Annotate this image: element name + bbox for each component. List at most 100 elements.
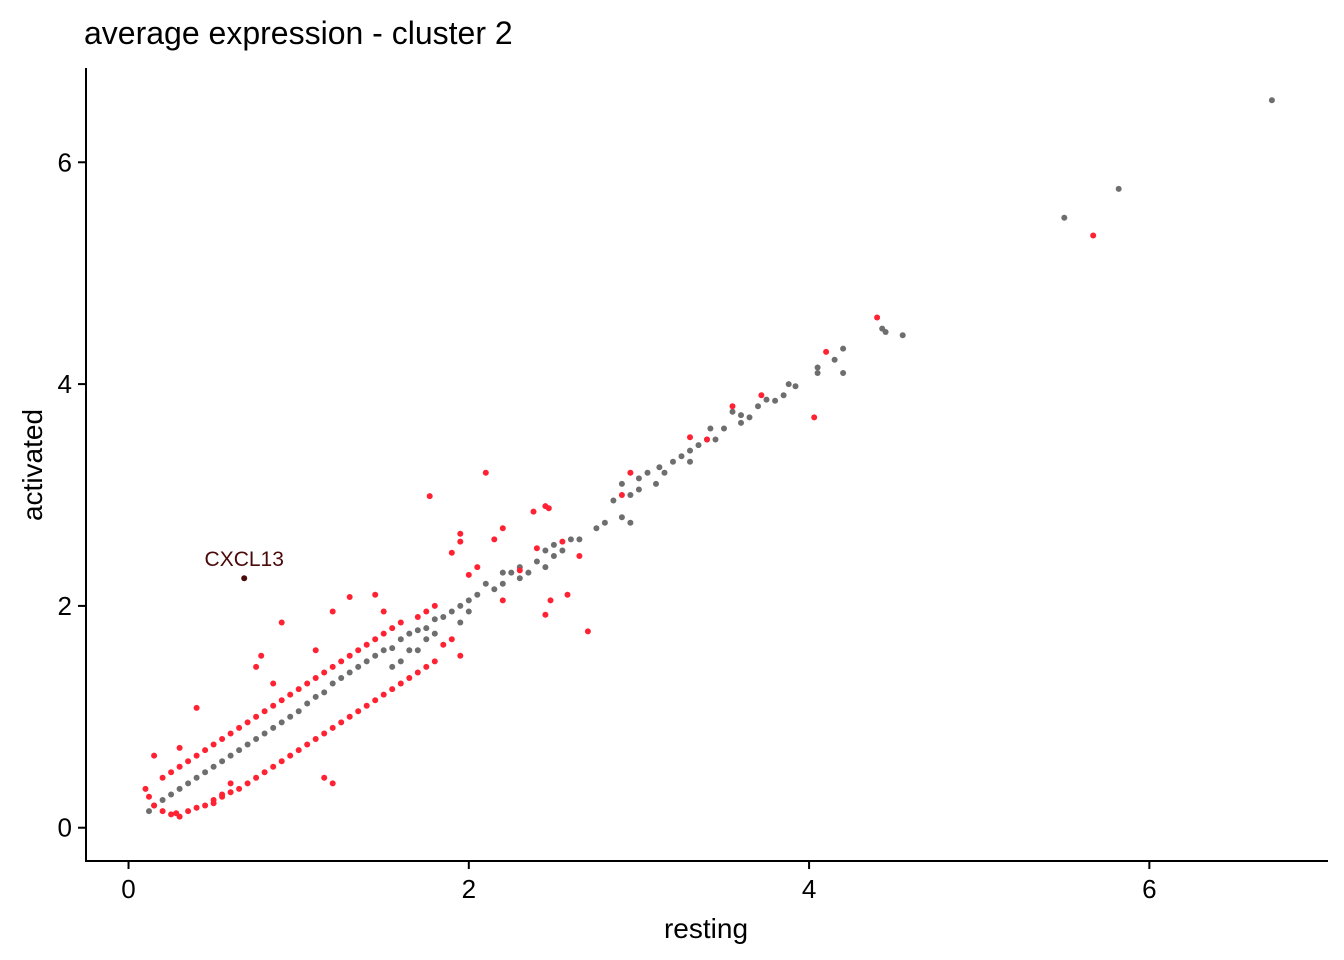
data-point [244,741,251,748]
data-point [338,719,345,726]
data-point [346,713,353,720]
data-point [564,591,571,598]
data-point [653,480,659,487]
data-point [491,586,498,593]
data-point [499,525,506,532]
data-point [406,630,413,637]
data-point [448,608,455,615]
data-point [508,569,515,576]
data-point [312,693,319,700]
data-point [210,797,217,803]
data-point [687,447,693,454]
data-point [210,741,217,748]
data-point [227,752,234,759]
data-point [814,364,821,371]
data-point [576,553,583,559]
data-point [202,769,209,776]
x-axis-ticks: 0 2 4 6 [121,861,1157,904]
data-point [530,508,537,515]
data-point [295,747,302,754]
data-point [397,636,404,643]
data-point [295,708,302,715]
point-label: CXCL13 [205,548,284,571]
data-point [380,647,387,654]
series-highlight [241,575,248,582]
data-point [241,575,248,582]
data-point [380,630,387,637]
x-tick-label: 6 [1142,874,1156,904]
data-point [278,719,285,726]
data-point [533,545,540,552]
series-red [142,232,1097,820]
data-point [346,669,353,676]
data-point [840,370,847,376]
data-point [448,549,455,556]
data-point [151,752,158,759]
x-tick-label: 0 [121,874,135,904]
data-point [380,691,387,698]
data-point [193,804,200,811]
data-point [227,780,234,787]
data-point [193,704,200,711]
data-point [168,769,175,776]
data-point [321,774,328,781]
data-point [780,392,787,399]
data-point [618,492,625,498]
data-point [423,636,430,643]
data-point [159,808,166,815]
data-point [244,780,251,787]
data-point [142,785,149,792]
data-point [363,641,370,648]
y-tick-label: 4 [58,369,72,399]
y-tick-label: 2 [58,591,72,621]
data-point [176,763,183,770]
data-point [627,519,634,526]
data-point [278,697,285,704]
data-point [814,370,821,376]
data-point [389,625,396,632]
data-point [329,680,336,687]
data-point [414,627,421,634]
data-point [516,575,523,582]
data-point [414,669,421,676]
data-point [312,647,319,654]
data-point [874,314,881,321]
data-point [763,396,770,403]
data-point [423,608,430,615]
data-point [321,730,328,737]
data-point [687,434,693,441]
data-point [474,564,481,571]
data-point [270,724,277,731]
data-point [219,758,226,765]
data-point [389,686,396,693]
data-point [618,480,625,487]
data-point [899,332,906,339]
data-point [355,708,362,715]
data-point [397,619,404,626]
data-point [355,663,362,670]
data-point [363,702,370,709]
data-point [346,652,353,659]
y-axis-ticks: 0 2 4 6 [58,147,86,843]
data-point [176,744,183,751]
y-axis-label: activated [17,409,48,521]
data-point [738,412,744,419]
data-point [236,747,243,754]
data-point [474,591,481,598]
data-point [542,611,549,618]
data-point [253,736,260,742]
data-point [593,525,600,532]
data-point [338,675,345,681]
data-point [431,630,438,637]
data-point [219,736,226,742]
x-tick-label: 2 [462,874,476,904]
data-point [227,730,234,737]
data-point [840,345,847,352]
data-point [1090,232,1097,239]
data-point [258,652,265,659]
data-point [687,458,693,465]
data-point [185,808,192,815]
data-point [168,811,175,818]
data-point [219,791,226,798]
data-point [811,414,818,421]
